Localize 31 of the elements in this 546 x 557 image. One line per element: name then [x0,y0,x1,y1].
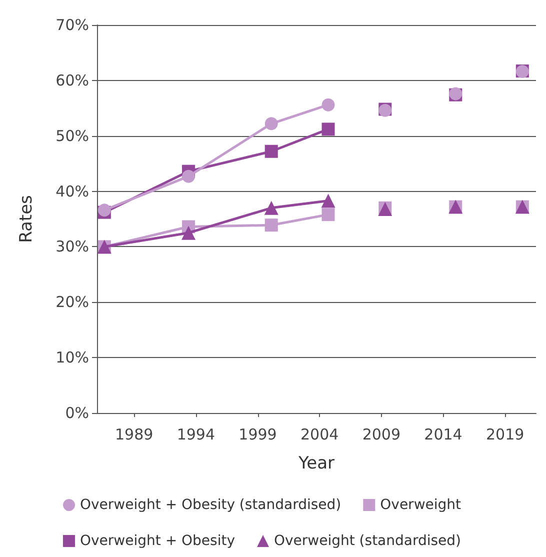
point [322,208,335,222]
x-tick-label: 2004 [300,426,339,444]
y-tick-label: 30% [56,238,89,256]
point [264,218,278,232]
point [264,200,278,215]
y-tick-label: 60% [56,71,89,90]
legend-label: Overweight + Obesity [80,533,235,549]
y-tick-label: 50% [56,126,89,145]
legend-label: Overweight [380,497,462,513]
x-tick-label: 2014 [424,426,462,444]
legend-label: Overweight + Obesity (standardised) [80,497,342,513]
x-tick-label: 2009 [362,426,401,444]
y-axis-title: Rates [16,194,36,243]
y-tick-label: 10% [56,348,89,367]
x-tick-label: 1989 [115,426,154,444]
x-tick-label: 1994 [176,426,216,444]
y-tick-label: 40% [56,182,89,200]
y-tick-label: 0% [65,404,89,422]
point [321,194,336,208]
point [182,170,196,183]
point [322,98,335,112]
point [264,144,278,158]
point [264,117,278,130]
point [182,226,196,240]
y-tick-label: 70% [56,16,89,34]
x-axis-title: Year [298,454,335,474]
x-tick-label: 1999 [238,426,277,444]
point [322,122,335,136]
y-tick-label: 20% [56,293,89,312]
legend-label: Overweight (standardised) [274,533,462,549]
x-tick-label: 2019 [486,426,524,444]
